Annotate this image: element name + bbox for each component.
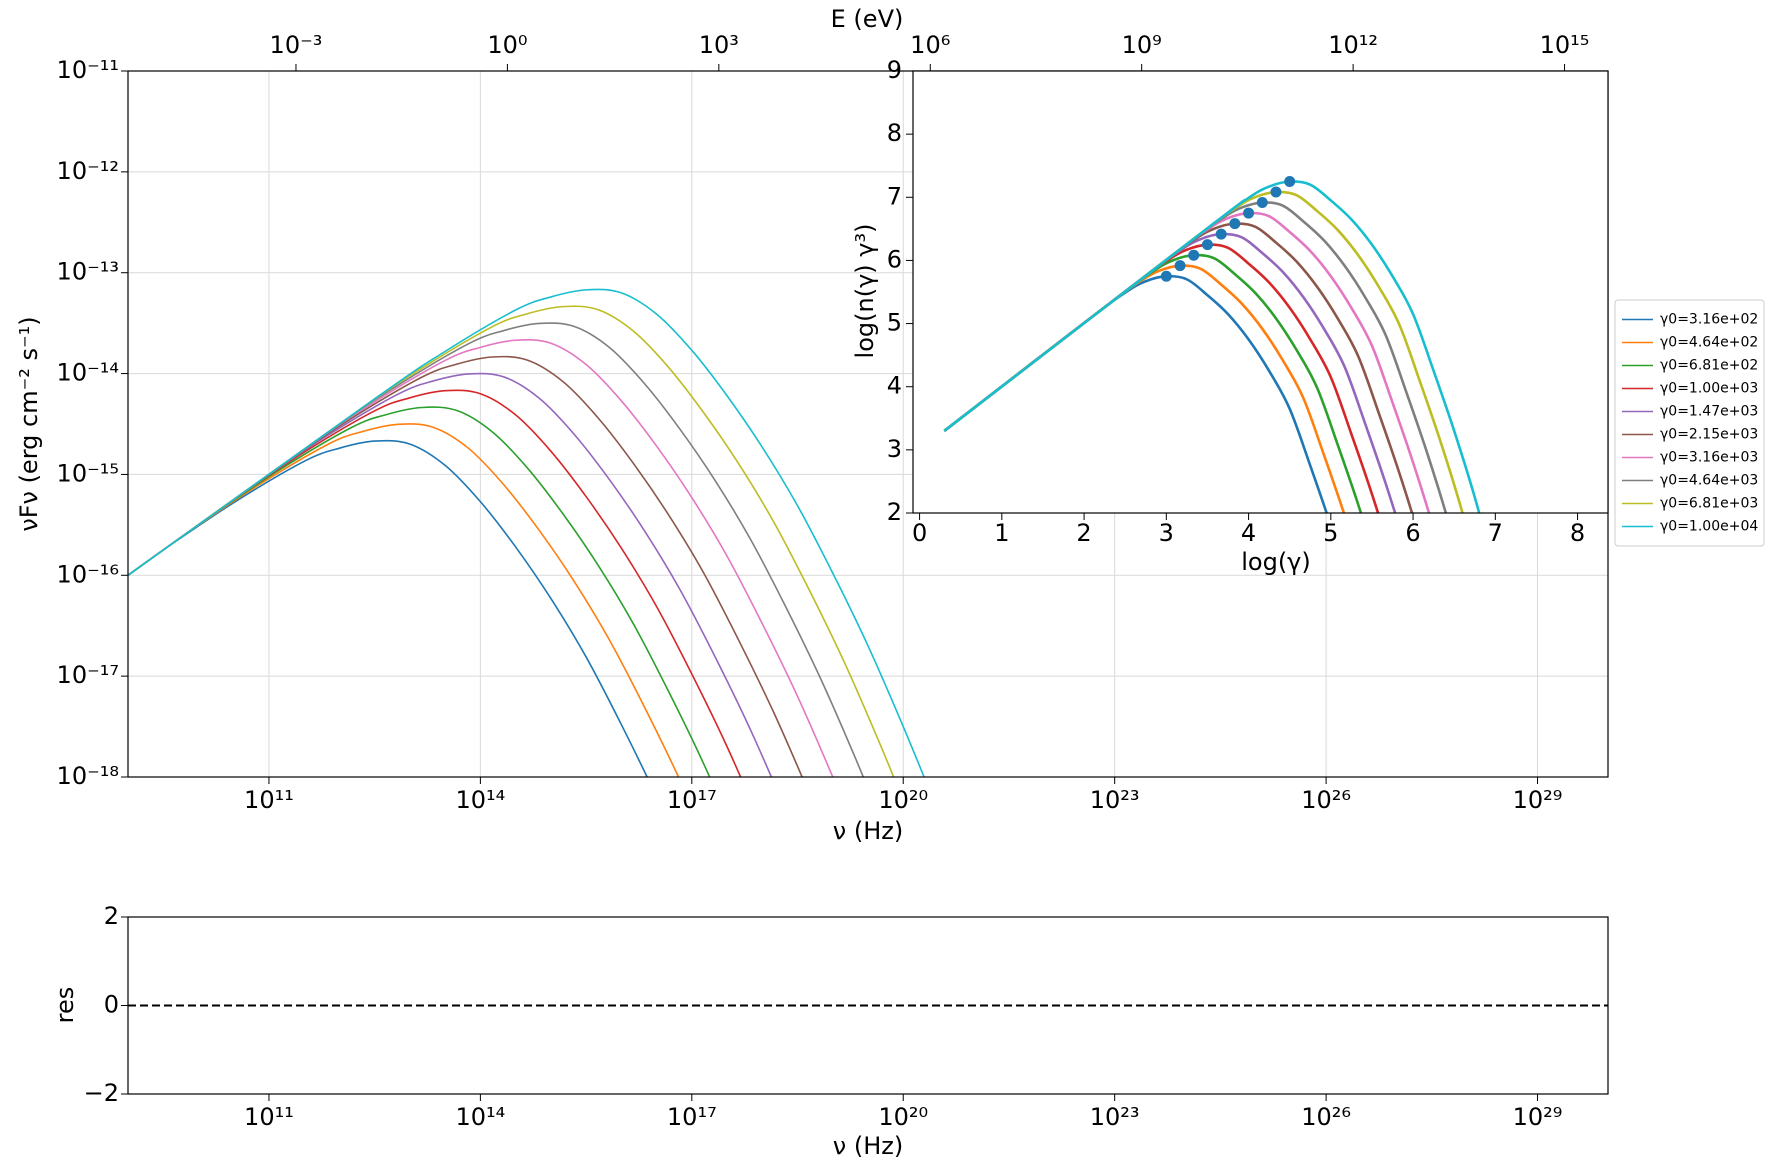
x-tick-label: 3 — [1159, 519, 1174, 547]
plot-area — [913, 71, 1608, 513]
x-tick-label: 10¹¹ — [244, 786, 294, 814]
x-tick-label: 7 — [1488, 519, 1503, 547]
x-tick-label: 4 — [1241, 519, 1256, 547]
data-line — [128, 355, 803, 777]
top-tick-label: 10⁰ — [487, 31, 527, 59]
data-line — [128, 372, 773, 777]
data-line — [128, 439, 649, 777]
x-tick-label: 10²³ — [1090, 1103, 1140, 1131]
data-line — [128, 423, 680, 777]
legend-text: γ0=4.64e+03 — [1660, 473, 1758, 489]
x-tick-label: 10²³ — [1090, 786, 1140, 814]
x-tick-label: 10¹⁴ — [455, 1103, 505, 1131]
data-line — [128, 305, 895, 777]
y-tick-label: 10⁻¹² — [57, 157, 119, 185]
x-axis-label: log(γ) — [1241, 548, 1311, 576]
legend-text: γ0=4.64e+02 — [1660, 335, 1758, 351]
top-tick-label: 10³ — [699, 31, 739, 59]
top-axis-label: E (eV) — [831, 5, 904, 33]
peak-point — [1160, 270, 1172, 282]
y-tick-label: 7 — [887, 182, 902, 210]
legend-text: γ0=2.15e+03 — [1660, 427, 1758, 443]
x-tick-label: 10²⁹ — [1513, 1103, 1563, 1131]
y-tick-label: 10⁻¹⁴ — [57, 359, 119, 387]
top-tick-label: 10¹⁵ — [1540, 31, 1590, 59]
top-tick-label: 10⁹ — [1122, 31, 1162, 59]
y-tick-label: 10⁻¹³ — [57, 258, 119, 286]
y-tick-label: 10⁻¹⁵ — [57, 459, 119, 487]
legend-text: γ0=1.47e+03 — [1660, 404, 1758, 420]
y-tick-label: 8 — [887, 119, 902, 147]
y-tick-label: 2 — [104, 902, 119, 930]
y-tick-label: 10⁻¹⁶ — [57, 560, 119, 588]
y-tick-label: 2 — [887, 498, 902, 526]
x-tick-label: 1 — [994, 519, 1009, 547]
y-tick-label: 0 — [104, 991, 119, 1019]
x-tick-label: 2 — [1076, 519, 1091, 547]
x-tick-label: 10¹¹ — [244, 1103, 294, 1131]
y-tick-label: 5 — [887, 309, 902, 337]
x-tick-label: 10²⁰ — [878, 786, 928, 814]
data-line — [128, 288, 925, 777]
top-tick-label: 10¹² — [1328, 31, 1378, 59]
x-tick-label: 8 — [1570, 519, 1585, 547]
peak-point — [1284, 176, 1296, 187]
legend-box — [1614, 299, 1765, 547]
legend-text: γ0=3.16e+03 — [1660, 450, 1758, 466]
top-tick-label: 10⁻³ — [270, 31, 323, 59]
y-tick-label: 10⁻¹⁷ — [57, 661, 119, 689]
x-tick-label: 10²⁰ — [878, 1103, 928, 1131]
x-tick-label: 10¹⁷ — [667, 786, 717, 814]
legend-text: γ0=3.16e+02 — [1660, 312, 1758, 328]
y-tick-label: −2 — [84, 1079, 119, 1107]
x-axis-label: ν (Hz) — [833, 817, 903, 845]
top-tick-label: 10⁶ — [910, 31, 950, 59]
x-axis-label: ν (Hz) — [833, 1132, 903, 1160]
x-tick-label: 0 — [912, 519, 927, 547]
y-tick-label: 10⁻¹⁸ — [57, 762, 119, 790]
y-tick-label: 9 — [887, 56, 902, 84]
axes-frame — [127, 916, 1609, 1095]
y-axis-label: res — [51, 987, 79, 1024]
legend-text: γ0=6.81e+03 — [1660, 496, 1758, 512]
data-line — [128, 406, 711, 777]
data-line — [943, 180, 1481, 513]
y-tick-label: 6 — [887, 245, 902, 273]
y-tick-label: 3 — [887, 435, 902, 463]
legend-text: γ0=1.00e+04 — [1660, 519, 1758, 535]
y-axis-label: νFν (erg cm⁻² s⁻¹) — [15, 316, 43, 531]
y-tick-label: 4 — [887, 372, 902, 400]
y-tick-label: 10⁻¹¹ — [57, 56, 119, 84]
legend-text: γ0=1.00e+03 — [1660, 381, 1758, 397]
x-tick-label: 10²⁹ — [1513, 786, 1563, 814]
peak-point — [1243, 207, 1255, 219]
peak-point — [1174, 260, 1186, 272]
legend-text: γ0=6.81e+02 — [1660, 358, 1758, 374]
x-tick-label: 10²⁶ — [1301, 1103, 1351, 1131]
data-line — [128, 389, 742, 777]
peak-point — [1201, 239, 1213, 251]
x-tick-label: 6 — [1405, 519, 1420, 547]
x-tick-label: 5 — [1323, 519, 1338, 547]
y-axis-label: log(n(γ) γ³) — [851, 224, 879, 359]
peak-point — [1270, 186, 1282, 198]
peak-point — [1215, 228, 1227, 240]
x-tick-label: 10¹⁷ — [667, 1103, 717, 1131]
axes-frame — [912, 70, 1609, 514]
peak-point — [1229, 218, 1241, 230]
peak-point — [1188, 249, 1200, 261]
data-line — [128, 339, 834, 777]
x-tick-label: 10²⁶ — [1301, 786, 1351, 814]
data-line — [128, 322, 865, 777]
x-tick-label: 10¹⁴ — [455, 786, 505, 814]
peak-point — [1256, 197, 1268, 209]
